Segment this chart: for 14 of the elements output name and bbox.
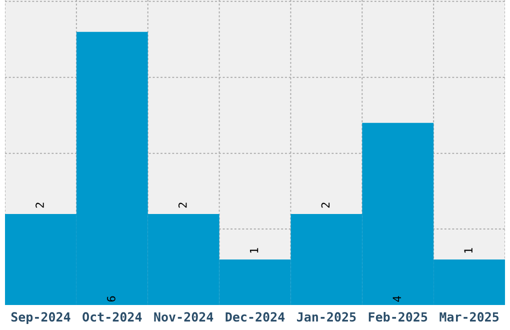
x-tick-label: Dec-2024 [226,312,285,322]
data-label: 1 [250,248,258,253]
x-tick-label: Mar-2025 [440,312,499,322]
x-tick-label: Feb-2025 [368,312,428,322]
data-label: 6 [106,296,116,302]
data-label: 1 [464,248,472,253]
x-tick-label: Oct-2024 [82,312,142,322]
x-tick-label: Jan-2025 [296,312,356,322]
x-tick-label: Sep-2024 [11,312,70,324]
data-label: 2 [321,202,330,208]
x-tick-label: Nov-2024 [154,312,214,322]
data-label: 2 [178,202,187,208]
data-label: 4 [392,296,401,302]
data-label: 2 [36,202,44,208]
